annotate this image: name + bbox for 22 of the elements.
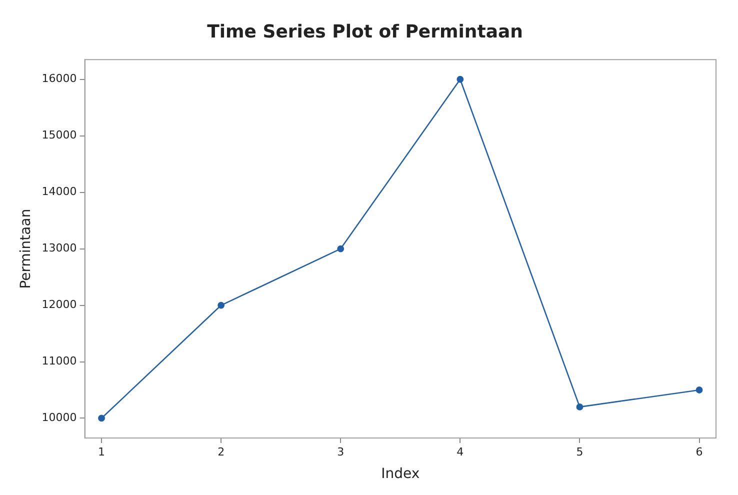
point	[576, 403, 584, 410]
x-tick-label: 6	[696, 445, 703, 458]
x-tick-label: 1	[98, 445, 106, 458]
y-axis-title: Permintaan	[18, 208, 34, 289]
y-tick-label: 13000	[42, 242, 77, 255]
point	[456, 76, 464, 83]
point	[218, 302, 225, 309]
y-tick-label: 14000	[42, 185, 77, 198]
chart-title: Time Series Plot of Permintaan	[207, 21, 523, 42]
x-tick-label: 4	[456, 445, 464, 458]
y-tick-label: 10000	[42, 411, 77, 424]
y-tick-label: 16000	[42, 72, 77, 86]
point	[98, 414, 105, 422]
point	[696, 386, 703, 394]
y-tick-label: 12000	[42, 298, 77, 312]
y-tick-label: 15000	[42, 128, 77, 142]
x-tick-label: 3	[337, 445, 344, 458]
y-tick-label: 11000	[42, 354, 77, 368]
x-tick-label: 2	[218, 445, 225, 458]
point	[337, 245, 344, 252]
x-axis-title: Index	[381, 466, 420, 482]
x-tick-label: 5	[576, 445, 584, 458]
